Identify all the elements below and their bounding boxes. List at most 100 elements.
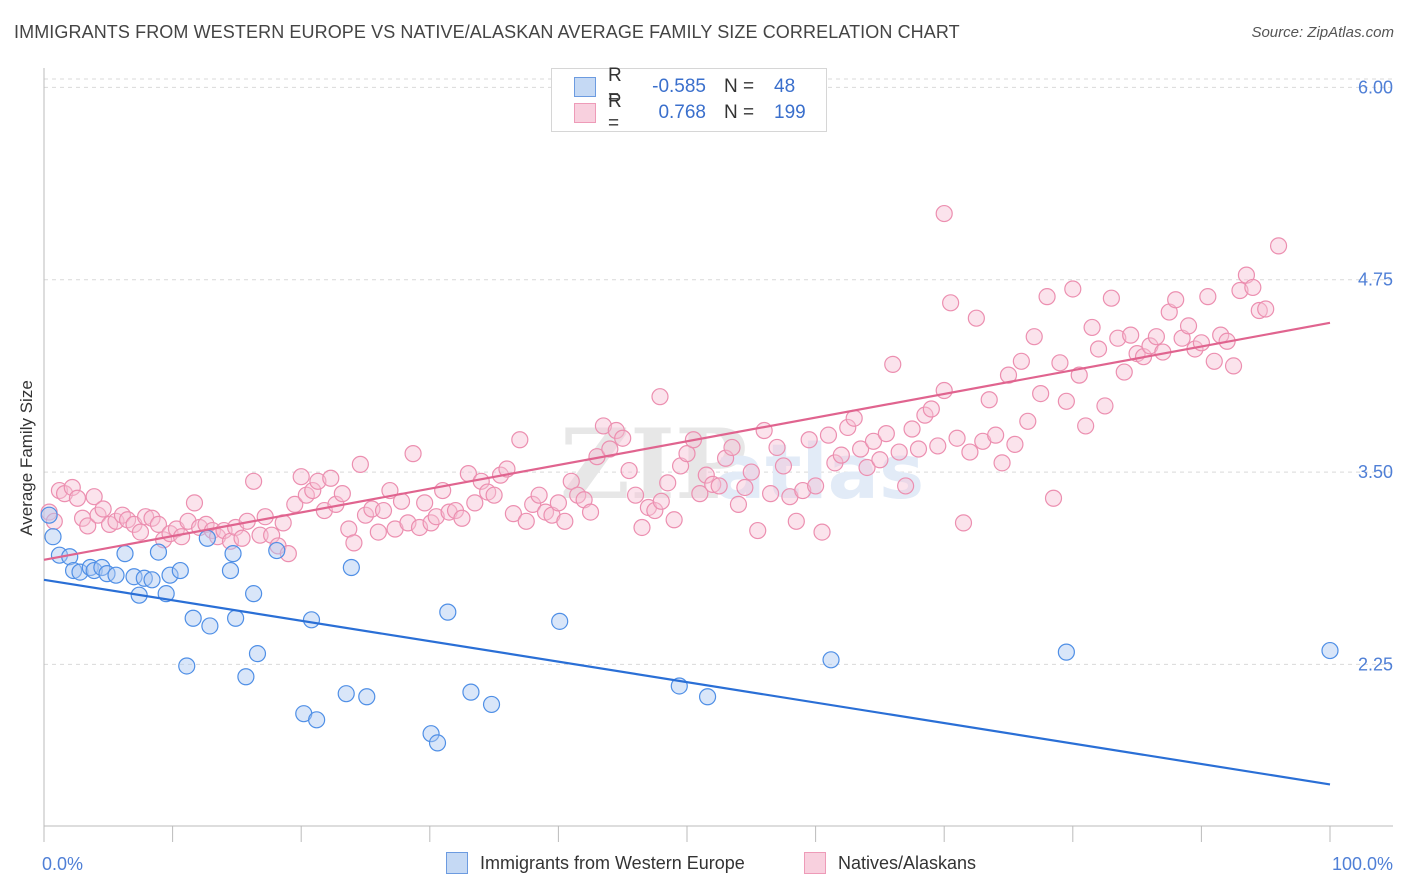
point-natives xyxy=(1012,352,1030,370)
point-natives xyxy=(85,488,103,506)
point-immigrants xyxy=(551,612,569,630)
point-natives xyxy=(416,494,434,512)
point-natives xyxy=(1083,318,1101,337)
point-immigrants xyxy=(201,617,219,635)
legend-item-natives: Natives/Alaskans xyxy=(804,852,976,874)
point-natives xyxy=(1257,300,1275,318)
point-natives xyxy=(581,503,600,521)
point-immigrants xyxy=(161,566,179,584)
point-immigrants xyxy=(358,688,376,706)
legend-label-natives: Natives/Alaskans xyxy=(838,852,977,873)
point-natives xyxy=(659,474,677,492)
point-immigrants xyxy=(221,561,240,580)
point-natives xyxy=(1089,340,1108,358)
point-natives xyxy=(723,438,741,457)
point-natives xyxy=(819,426,838,444)
point-natives xyxy=(704,475,722,493)
point-natives xyxy=(351,455,369,473)
point-immigrants xyxy=(149,543,168,561)
point-natives xyxy=(113,506,132,524)
point-natives xyxy=(143,509,161,527)
point-natives xyxy=(967,309,985,327)
point-natives xyxy=(50,481,69,500)
point-immigrants xyxy=(439,603,457,621)
point-natives xyxy=(517,512,535,530)
point-natives xyxy=(839,418,857,437)
point-natives xyxy=(453,509,471,527)
point-immigrants xyxy=(116,545,134,563)
legend-n-label: N = xyxy=(724,102,755,123)
point-immigrants xyxy=(71,563,89,581)
point-natives xyxy=(233,529,251,547)
axes xyxy=(43,68,1393,842)
series-legend: Immigrants from Western Europe Natives/A… xyxy=(0,852,1406,878)
point-immigrants xyxy=(224,545,242,563)
point-natives xyxy=(935,381,953,400)
legend-row-blue: R = -0.585 N = 48 xyxy=(574,65,796,108)
point-natives xyxy=(961,443,979,461)
point-natives xyxy=(292,468,310,486)
point-natives xyxy=(897,477,915,495)
point-natives xyxy=(63,478,81,497)
point-natives xyxy=(485,486,503,504)
point-natives xyxy=(333,485,351,503)
point-natives xyxy=(1051,354,1069,372)
point-natives xyxy=(633,518,651,537)
point-natives xyxy=(993,454,1011,472)
point-natives xyxy=(530,486,548,504)
y-tick-label: 4.75 xyxy=(1358,270,1393,290)
point-immigrants xyxy=(237,668,255,686)
point-natives xyxy=(761,485,780,503)
legend-item-immigrants: Immigrants from Western Europe xyxy=(446,852,745,874)
point-immigrants xyxy=(308,711,326,729)
point-natives xyxy=(1038,288,1056,306)
gridlines xyxy=(44,78,1393,665)
point-immigrants xyxy=(245,585,263,603)
legend-n-label: N = xyxy=(724,76,755,97)
point-immigrants xyxy=(44,528,62,546)
point-natives xyxy=(524,495,542,513)
point-natives xyxy=(594,417,613,435)
point-natives xyxy=(245,472,263,490)
point-natives xyxy=(806,477,825,495)
legend-swatch-blue xyxy=(446,852,468,874)
legend-r-label: R = xyxy=(608,65,622,108)
point-natives xyxy=(1250,301,1268,320)
legend-n-value: 48 xyxy=(774,76,796,97)
point-natives xyxy=(858,458,876,477)
point-natives xyxy=(173,528,191,546)
y-tick-label: 6.00 xyxy=(1358,77,1393,97)
point-natives xyxy=(729,495,748,513)
point-natives xyxy=(1025,328,1043,346)
point-natives xyxy=(749,521,767,540)
point-natives xyxy=(620,461,638,480)
point-immigrants xyxy=(107,566,125,584)
point-natives xyxy=(736,478,754,497)
point-natives xyxy=(1231,281,1249,300)
point-natives xyxy=(345,534,363,552)
point-natives xyxy=(774,457,793,475)
point-natives xyxy=(1115,363,1133,381)
point-natives xyxy=(678,445,696,463)
point-natives xyxy=(1032,385,1050,403)
point-natives xyxy=(256,508,274,526)
point-natives xyxy=(948,429,966,447)
point-natives xyxy=(716,449,735,467)
trend-lines xyxy=(43,321,1331,786)
point-immigrants xyxy=(342,558,360,577)
point-immigrants xyxy=(422,725,440,743)
y-tick-labels: 2.25 3.50 4.75 6.00 xyxy=(1358,77,1393,674)
y-tick-label: 2.25 xyxy=(1358,654,1393,674)
point-natives xyxy=(852,440,870,458)
point-natives xyxy=(131,523,150,541)
point-immigrants xyxy=(482,695,501,714)
point-natives xyxy=(646,501,664,520)
series-natives-alaskans xyxy=(40,204,1288,563)
point-natives xyxy=(800,431,818,449)
point-natives xyxy=(1167,291,1185,309)
point-natives xyxy=(601,440,619,458)
point-natives xyxy=(149,515,168,534)
point-natives xyxy=(903,420,921,438)
point-natives xyxy=(1244,278,1262,297)
point-natives xyxy=(1064,280,1082,298)
